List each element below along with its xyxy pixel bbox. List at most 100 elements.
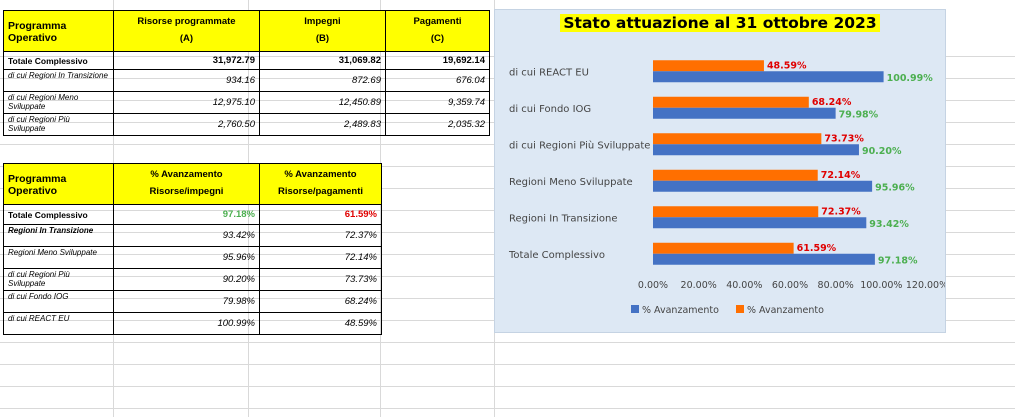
category-label: Totale Complessivo <box>508 250 605 261</box>
table-row: Regioni Meno Sviluppate 95.96% 72.14% <box>3 246 382 269</box>
progress-chart[interactable]: Stato attuazione al 31 ottobre 2023 Tota… <box>494 9 946 333</box>
table-row: Totale Complessivo 31,972.79 31,069.82 1… <box>3 51 490 70</box>
data-label-orange: 73.73% <box>824 133 864 144</box>
data-label-orange: 68.24% <box>812 97 852 108</box>
row-label[interactable]: di cui REACT EU <box>3 312 114 335</box>
data-label-orange: 72.14% <box>821 170 861 181</box>
data-label-blue: 95.96% <box>875 182 915 193</box>
cell-avanzamento-pagamenti[interactable]: 72.37% <box>259 224 382 247</box>
x-tick-label: 20.00% <box>681 280 717 291</box>
table-row: di cui Regioni Più Sviluppate 2,760.50 2… <box>3 113 490 136</box>
bar-orange[interactable] <box>653 133 822 145</box>
cell-avanzamento-impegni[interactable]: 79.98% <box>113 290 260 313</box>
bar-blue[interactable] <box>653 253 875 265</box>
bar-orange[interactable] <box>653 60 764 72</box>
category-label: di cui Fondo IOG <box>509 104 591 115</box>
cell-impegni[interactable]: 12,450.89 <box>259 91 386 114</box>
cell-avanzamento-impegni[interactable]: 95.96% <box>113 246 260 269</box>
cell-risorse[interactable]: 12,975.10 <box>113 91 260 114</box>
bar-orange[interactable] <box>653 96 809 108</box>
data-label-blue: 90.20% <box>862 146 902 157</box>
legend-swatch <box>631 305 639 313</box>
legend-label: % Avanzamento <box>642 305 719 316</box>
cell-risorse[interactable]: 31,972.79 <box>113 51 260 70</box>
cell-avanzamento-pagamenti[interactable]: 61.59% <box>259 204 382 225</box>
legend-swatch <box>736 305 744 313</box>
data-label-blue: 93.42% <box>869 219 909 230</box>
data-label-blue: 79.98% <box>839 109 879 120</box>
x-tick-label: 0.00% <box>638 280 668 291</box>
bar-orange[interactable] <box>653 206 819 218</box>
data-label-orange: 61.59% <box>797 243 837 254</box>
cell-avanzamento-impegni[interactable]: 90.20% <box>113 268 260 291</box>
x-tick-label: 60.00% <box>772 280 808 291</box>
row-label[interactable]: di cui Regioni Meno Sviluppate <box>3 91 114 114</box>
row-label[interactable]: di cui Regioni Più Sviluppate <box>3 268 114 291</box>
data-label-blue: 97.18% <box>878 255 918 266</box>
bar-blue[interactable] <box>653 180 873 192</box>
cell-avanzamento-impegni[interactable]: 100.99% <box>113 312 260 335</box>
cell-avanzamento-pagamenti[interactable]: 48.59% <box>259 312 382 335</box>
category-label: di cui REACT EU <box>509 67 589 78</box>
grid-row-line <box>0 386 1015 387</box>
bar-blue[interactable] <box>653 217 867 229</box>
table-row: di cui Fondo IOG 79.98% 68.24% <box>3 290 382 313</box>
chart-title: Stato attuazione al 31 ottobre 2023 <box>495 14 945 32</box>
x-tick-label: 80.00% <box>818 280 854 291</box>
cell-avanzamento-pagamenti[interactable]: 68.24% <box>259 290 382 313</box>
cell-avanzamento-pagamenti[interactable]: 73.73% <box>259 268 382 291</box>
cell-pagamenti[interactable]: 676.04 <box>385 69 490 92</box>
cell-risorse[interactable]: 934.16 <box>113 69 260 92</box>
cell-impegni[interactable]: 31,069.82 <box>259 51 386 70</box>
header-pagamenti[interactable]: Pagamenti (C) <box>385 10 490 52</box>
data-label-blue: 100.99% <box>887 73 934 84</box>
row-label[interactable]: Regioni In Transizione <box>3 224 114 247</box>
legend-label: % Avanzamento <box>747 305 824 316</box>
data-label-orange: 72.37% <box>821 206 861 217</box>
x-tick-label: 40.00% <box>726 280 762 291</box>
table-row: di cui Regioni Più Sviluppate 90.20% 73.… <box>3 268 382 291</box>
header-impegni[interactable]: Impegni (B) <box>259 10 386 52</box>
table-row: di cui REACT EU 100.99% 48.59% <box>3 312 382 335</box>
row-label[interactable]: di cui Regioni In Transizione <box>3 69 114 92</box>
category-label: Regioni In Transizione <box>509 213 618 224</box>
category-label: di cui Regioni Più Sviluppate <box>509 139 650 151</box>
cell-impegni[interactable]: 872.69 <box>259 69 386 92</box>
row-label[interactable]: di cui Regioni Più Sviluppate <box>3 113 114 136</box>
header-risorse-programmate[interactable]: Risorse programmate (A) <box>113 10 260 52</box>
header-avanzamento-impegni[interactable]: % Avanzamento Risorse/impegni <box>113 163 260 205</box>
row-label[interactable]: di cui Fondo IOG <box>3 290 114 313</box>
grid-row-line <box>0 364 1015 365</box>
cell-risorse[interactable]: 2,760.50 <box>113 113 260 136</box>
row-label[interactable]: Totale Complessivo <box>3 204 114 225</box>
bar-blue[interactable] <box>653 144 859 156</box>
cell-avanzamento-impegni[interactable]: 93.42% <box>113 224 260 247</box>
row-label[interactable]: Regioni Meno Sviluppate <box>3 246 114 269</box>
bar-blue[interactable] <box>653 107 836 119</box>
progress-table: Programma Operativo % Avanzamento Risorse/… <box>3 163 382 335</box>
chart-plot: Totale Complessivo 61.59% 97.18% Regioni In… <box>508 60 945 316</box>
table-row: Regioni In Transizione 93.42% 72.37% <box>3 224 382 247</box>
cell-pagamenti[interactable]: 19,692.14 <box>385 51 490 70</box>
grid-row-line <box>0 408 1015 409</box>
row-label[interactable]: Totale Complessivo <box>3 51 114 70</box>
cell-pagamenti[interactable]: 2,035.32 <box>385 113 490 136</box>
cell-pagamenti[interactable]: 9,359.74 <box>385 91 490 114</box>
bar-orange[interactable] <box>653 242 794 254</box>
table-row: di cui Regioni In Transizione 934.16 872… <box>3 69 490 92</box>
grid-row-line <box>0 342 1015 343</box>
cell-avanzamento-impegni[interactable]: 97.18% <box>113 204 260 225</box>
table-row: Totale Complessivo 97.18% 61.59% <box>3 204 382 225</box>
header-programma-operativo[interactable]: Programma Operativo <box>3 163 114 205</box>
data-label-orange: 48.59% <box>767 60 807 71</box>
category-label: Regioni Meno Sviluppate <box>509 177 633 188</box>
cell-avanzamento-pagamenti[interactable]: 72.14% <box>259 246 382 269</box>
bar-blue[interactable] <box>653 71 884 83</box>
cell-impegni[interactable]: 2,489.83 <box>259 113 386 136</box>
header-programma-operativo[interactable]: Programma Operativo <box>3 10 114 52</box>
header-avanzamento-pagamenti[interactable]: % Avanzamento Risorse/pagamenti <box>259 163 382 205</box>
x-tick-label: 120.00% <box>906 280 945 291</box>
table-row: di cui Regioni Meno Sviluppate 12,975.10… <box>3 91 490 114</box>
resources-table: Programma Operativo Risorse programmate (A… <box>3 10 490 136</box>
bar-orange[interactable] <box>653 169 818 181</box>
